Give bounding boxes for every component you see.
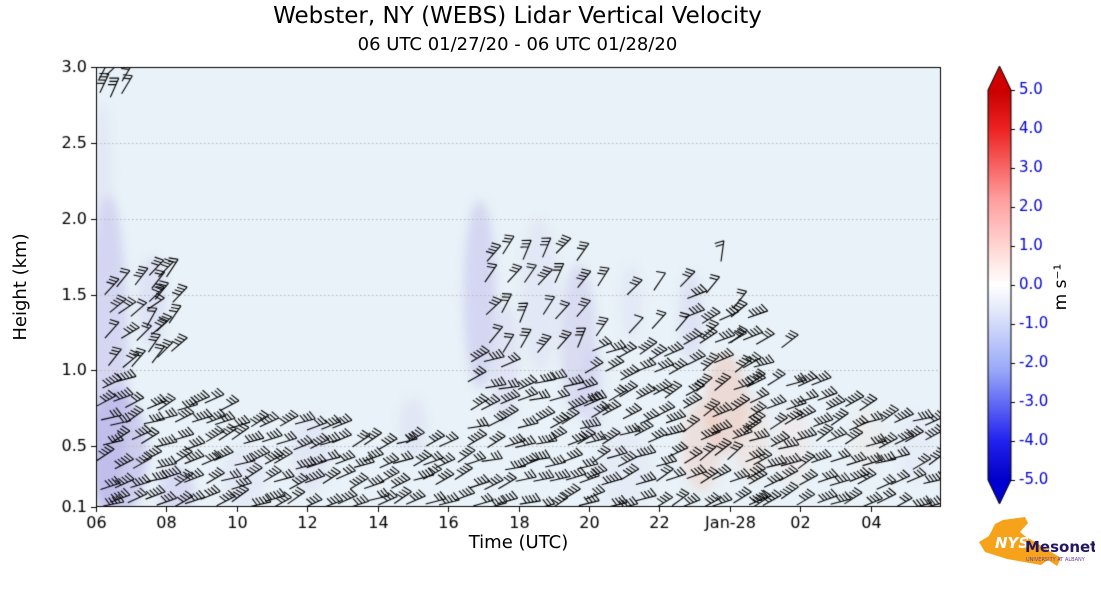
nys-mesonet-logo: NYS Mesonet UNIVERSITY AT ALBANY — [979, 517, 1095, 566]
chart-title: Webster, NY (WEBS) Lidar Vertical Veloci… — [273, 3, 762, 29]
ny-state-shape-icon — [979, 517, 1061, 566]
chart-subtitle: 06 UTC 01/27/20 - 06 UTC 01/28/20 — [357, 34, 678, 55]
logo-nys-text: NYS — [995, 534, 1029, 552]
y-axis-label: Height (km) — [10, 233, 31, 341]
logo-mesonet-text: Mesonet — [1025, 538, 1095, 556]
logo-tagline-text: UNIVERSITY AT ALBANY — [1026, 557, 1086, 563]
colorbar-label: m s⁻¹ — [1051, 263, 1071, 311]
x-axis-label: Time (UTC) — [468, 532, 569, 553]
